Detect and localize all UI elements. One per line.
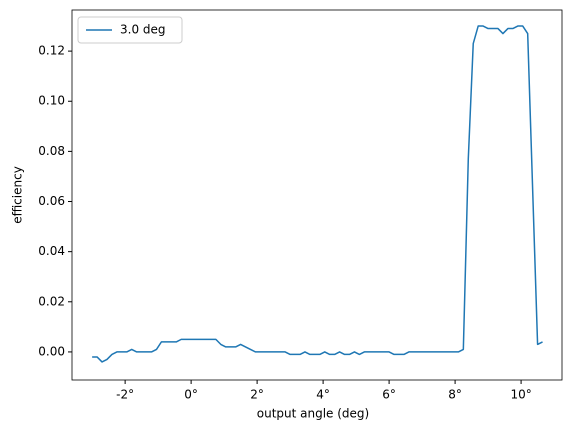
x-tick-label: 2°	[250, 388, 264, 402]
line-series	[92, 25, 543, 363]
x-tick-label: 8°	[448, 388, 462, 402]
y-tick-label: 0.10	[38, 94, 65, 108]
x-tick-label: 0°	[184, 388, 198, 402]
x-tick-label: 4°	[316, 388, 330, 402]
plot-frame	[71, 9, 563, 381]
y-tick-label: 0.06	[38, 194, 65, 208]
y-tick-label: 0.08	[38, 144, 65, 158]
x-tick-label: 6°	[382, 388, 396, 402]
y-tick-label: 0.04	[38, 244, 65, 258]
y-tick-label: 0.00	[38, 344, 65, 358]
y-tick-label: 0.12	[38, 44, 65, 58]
y-axis-label: efficiency	[11, 166, 25, 224]
x-tick-label: 10°	[510, 388, 531, 402]
legend-label: 3.0 deg	[120, 23, 166, 37]
legend-box	[77, 16, 183, 44]
x-tick-label: -2°	[116, 388, 134, 402]
y-tick-label: 0.02	[38, 294, 65, 308]
x-axis-label: output angle (deg)	[257, 407, 369, 421]
